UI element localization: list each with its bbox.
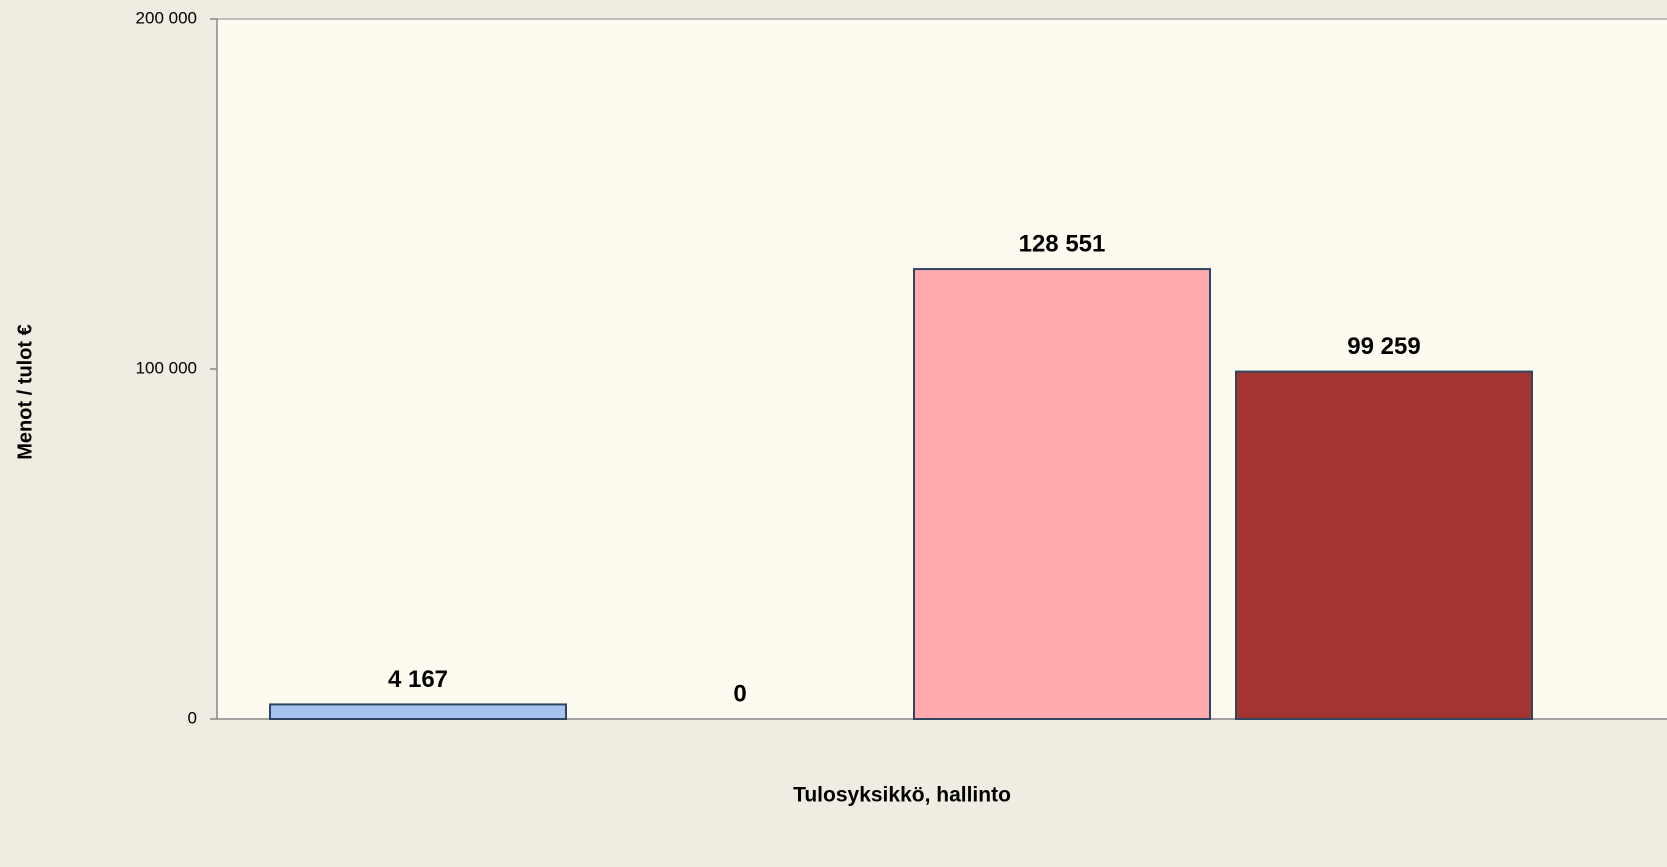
bar [913,268,1211,720]
bar [269,703,567,721]
value-label: 128 551 [1019,230,1106,257]
value-label: 4 167 [388,666,448,693]
y-tick-label: 200 000 [136,8,197,27]
y-axis-label: Menot / tulot € [14,324,36,460]
bar [1235,370,1533,720]
x-axis-label: Tulosyksikkö, hallinto [793,784,1011,807]
value-label: 0 [733,680,746,707]
y-tick-label: 100 000 [136,358,197,377]
y-tick-label: 0 [188,708,197,727]
value-label: 99 259 [1347,333,1420,360]
